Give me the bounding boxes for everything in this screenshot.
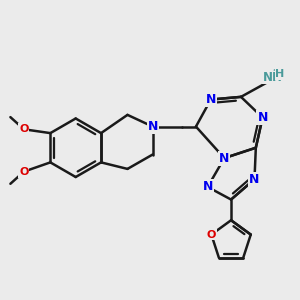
Text: N: N bbox=[219, 152, 230, 165]
Text: N: N bbox=[206, 93, 216, 106]
Text: N: N bbox=[202, 180, 213, 194]
Text: 2: 2 bbox=[272, 69, 279, 79]
Text: N: N bbox=[202, 180, 213, 194]
Text: O: O bbox=[207, 230, 216, 240]
Text: N: N bbox=[206, 93, 216, 106]
Text: NH: NH bbox=[262, 70, 283, 83]
Text: N: N bbox=[219, 152, 230, 165]
Text: O: O bbox=[19, 167, 28, 177]
Text: O: O bbox=[19, 124, 28, 134]
Text: N: N bbox=[148, 120, 158, 133]
Text: O: O bbox=[207, 230, 216, 240]
Text: N: N bbox=[148, 120, 158, 133]
Text: O: O bbox=[19, 124, 28, 134]
Text: N: N bbox=[257, 111, 268, 124]
Text: N: N bbox=[249, 173, 260, 186]
Text: N: N bbox=[249, 173, 260, 186]
Text: N: N bbox=[257, 111, 268, 124]
Text: O: O bbox=[19, 167, 28, 177]
Text: H: H bbox=[275, 69, 284, 79]
